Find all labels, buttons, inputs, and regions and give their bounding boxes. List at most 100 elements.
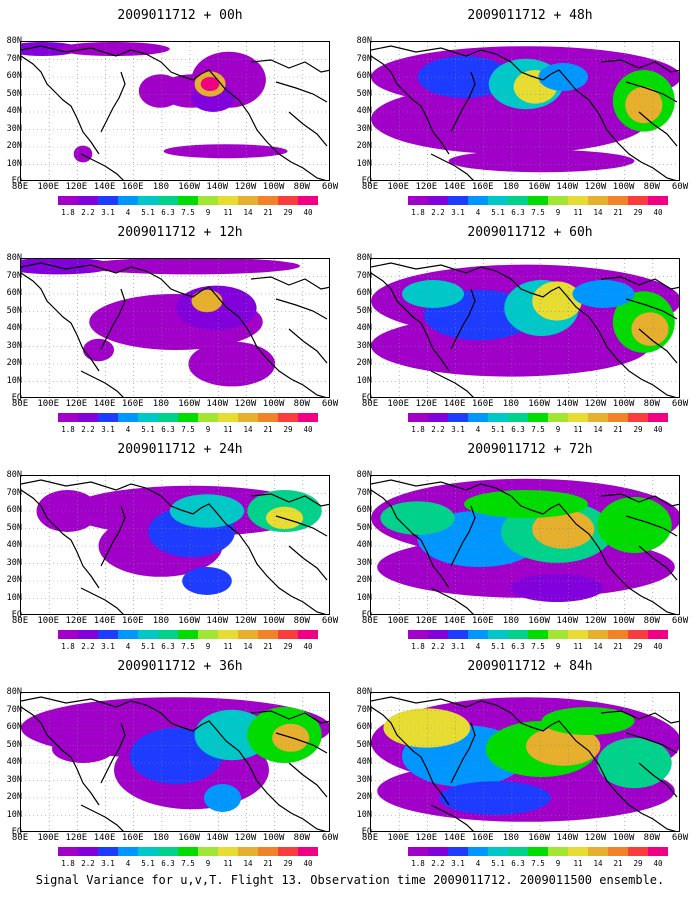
lat-tick-label: 80N [6,253,22,263]
lon-tick-label: 80W [293,182,310,192]
map-panel [20,475,330,615]
lon-tick-label: 80W [643,182,660,192]
coastline [371,262,677,397]
colorbar-swatch [568,630,588,639]
lon-tick-label: 60W [671,616,689,626]
lat-tick-label: 10N [6,158,22,169]
colorbar-label: 6.3 [161,642,175,651]
colorbar-label: 1.8 [61,859,75,868]
colorbar-swatch [648,847,668,856]
lon-tick-label: 100W [262,182,285,192]
lat-tick-label: 70N [6,53,22,64]
lon-tick-label: 60W [321,833,339,843]
colorbar-swatch [158,847,178,856]
colorbar-label: 6.3 [511,208,525,217]
coastline [250,59,329,73]
colorbar-label: 40 [303,425,313,434]
coastline [638,328,678,364]
lon-tick-label: 160W [178,399,200,409]
colorbar-swatch [528,413,548,422]
colorbar-label: 5.1 [491,425,505,434]
coastline [250,493,329,507]
lat-tick-label: 40N [356,323,372,333]
lon-tick-label: 140W [206,616,229,626]
colorbar-label: 14 [593,425,603,434]
lat-tick-label: 40N [356,757,372,767]
variance-contour [464,490,588,518]
colorbar-swatch [608,413,628,422]
colorbar-swatch [98,413,118,422]
colorbar-swatch [298,847,318,856]
colorbar-swatch [178,630,198,639]
colorbar-swatch [468,413,488,422]
lon-tick-label: 120W [584,182,607,192]
colorbar-label: 29 [283,425,293,434]
colorbar-label: 6.3 [161,859,175,868]
colorbar-label: 9 [205,642,211,651]
lat-tick-label: 20N [356,575,372,585]
lon-tick-label: 100W [612,616,635,626]
colorbar-swatch [258,847,278,856]
lat-tick-label: 20N [6,358,22,368]
lon-tick-label: 180 [152,182,170,192]
map-panel [370,41,680,181]
lat-tick-label: 30N [6,123,22,134]
colorbar-label: 2.2 [81,859,95,868]
colorbar-swatch [258,413,278,422]
colorbar-label: 21 [613,859,623,868]
variance-contour [200,77,220,91]
lat-tick-label: 80N [356,470,372,480]
colorbar-label: 6.3 [161,208,175,217]
lon-tick-label: 80E [361,833,379,843]
coastline [430,153,474,180]
colorbar [408,413,668,422]
colorbar-swatch [118,630,138,639]
colorbar-swatch [178,847,198,856]
colorbar-swatch [58,630,78,639]
lat-tick-label: 10N [356,592,372,603]
colorbar-swatch [628,196,648,205]
lon-tick-label: 120E [415,399,438,409]
lat-tick-label: 20N [6,792,22,802]
colorbar-swatch [78,196,98,205]
colorbar-label: 4 [475,859,481,868]
colorbar-label: 5.1 [491,859,505,868]
variance-contour [52,735,114,763]
variance-field [371,476,679,614]
variance-contour [36,490,99,532]
lat-tick-label: EQ [361,176,372,186]
colorbar-label: 3.1 [101,208,115,217]
map-panel [370,258,680,398]
variance-contour [21,259,114,275]
colorbar-label: 11 [573,425,583,434]
lon-tick-label: 80E [361,616,379,626]
colorbar-swatch [588,413,608,422]
colorbar-label: 14 [243,642,253,651]
lon-tick-label: 100E [37,833,60,843]
colorbar-swatch [628,413,648,422]
variance-contour [58,42,170,56]
colorbar-label: 3.1 [451,425,465,434]
coastline [21,696,327,831]
colorbar-swatch [198,847,218,856]
lat-tick-label: 20N [6,141,22,151]
colorbar-label: 9 [555,642,561,651]
coastline [100,722,126,784]
lon-tick-label: 60W [671,833,689,843]
variance-field [21,42,329,180]
lat-tick-label: 60N [6,71,22,81]
lon-tick-label: 140E [443,833,466,843]
coastline [80,804,124,831]
coastline [371,479,677,614]
coastline [371,45,677,180]
lon-tick-label: 140E [443,616,466,626]
colorbar-swatch [98,630,118,639]
colorbar-label: 2.2 [431,425,445,434]
colorbar-label: 6.3 [161,425,175,434]
colorbar-swatch [628,847,648,856]
colorbar-label: 7.5 [181,859,195,868]
colorbar-swatch [628,630,648,639]
colorbar-swatch [278,847,298,856]
lon-tick-label: 60W [671,182,689,192]
colorbar-label: 14 [243,208,253,217]
